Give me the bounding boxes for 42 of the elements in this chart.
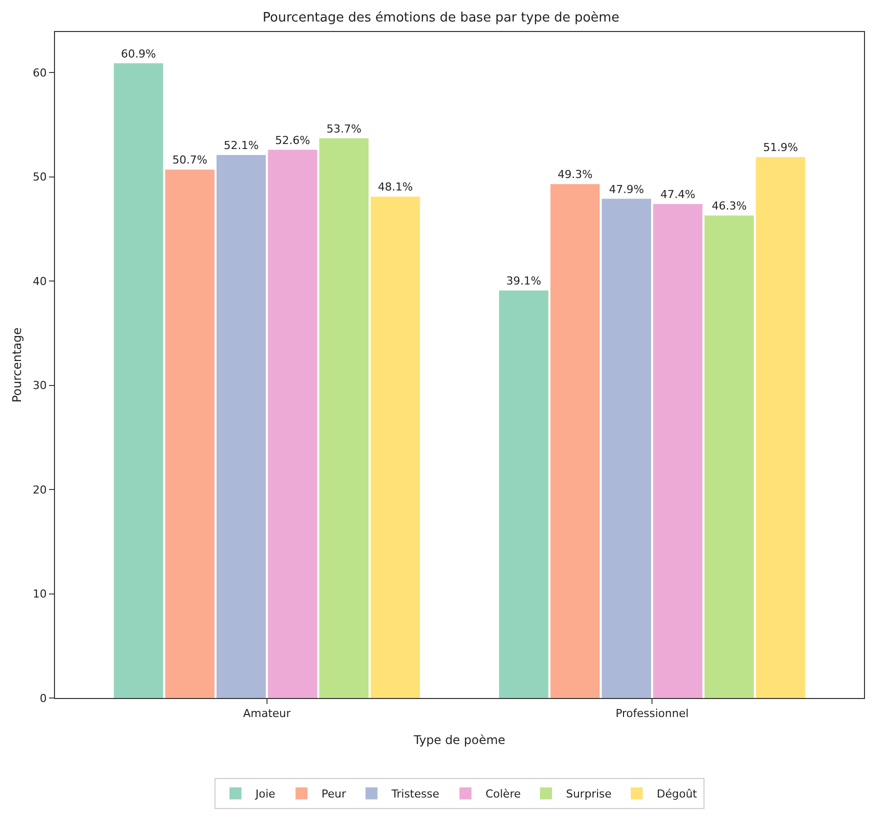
- data-label: 49.3%: [558, 168, 593, 182]
- y-axis-title: Pourcentage: [10, 327, 24, 403]
- y-tick-label: 20: [32, 483, 47, 496]
- legend-label: Dégoût: [656, 788, 698, 801]
- x-tick-label: Amateur: [243, 707, 292, 720]
- legend-label: Colère: [485, 788, 521, 801]
- data-label: 47.4%: [660, 188, 696, 201]
- bar: [114, 63, 164, 698]
- data-label: 60.9%: [120, 47, 156, 60]
- y-tick-label: 40: [32, 274, 47, 288]
- data-label: 52.6%: [275, 134, 310, 147]
- data-label: 46.3%: [712, 199, 747, 212]
- bar: [756, 157, 806, 698]
- legend-label: Tristesse: [390, 788, 440, 801]
- legend-label: Peur: [322, 788, 347, 801]
- data-label: 50.7%: [172, 154, 208, 167]
- y-tick-label: 30: [32, 379, 47, 392]
- y-tick-label: 0: [40, 692, 47, 705]
- bar: [550, 184, 600, 698]
- legend-label: Surprise: [566, 788, 612, 801]
- bar: [370, 196, 420, 698]
- bar: [653, 204, 702, 698]
- bar: [268, 150, 318, 698]
- chart-title: Pourcentage des émotions de base par type de poème: [262, 10, 620, 26]
- data-label: 47.9%: [608, 182, 644, 196]
- y-tick-label: 10: [32, 588, 47, 601]
- y-tick-label: 60: [32, 66, 47, 80]
- y-tick-label: 50: [32, 170, 47, 184]
- bar: [319, 138, 369, 698]
- data-label: 48.1%: [378, 180, 413, 194]
- bar: [499, 290, 548, 698]
- legend-label: Joie: [254, 788, 276, 801]
- x-tick-label: Professionnel: [616, 707, 689, 720]
- bar: [602, 198, 652, 698]
- bar: [216, 154, 266, 698]
- x-axis-title: Type de poème: [412, 733, 506, 747]
- bar: [704, 215, 754, 698]
- data-label: 52.1%: [224, 138, 259, 152]
- data-label: 53.7%: [326, 122, 362, 136]
- data-label: 51.9%: [763, 141, 798, 154]
- bar: [165, 170, 214, 698]
- data-label: 39.1%: [506, 274, 542, 288]
